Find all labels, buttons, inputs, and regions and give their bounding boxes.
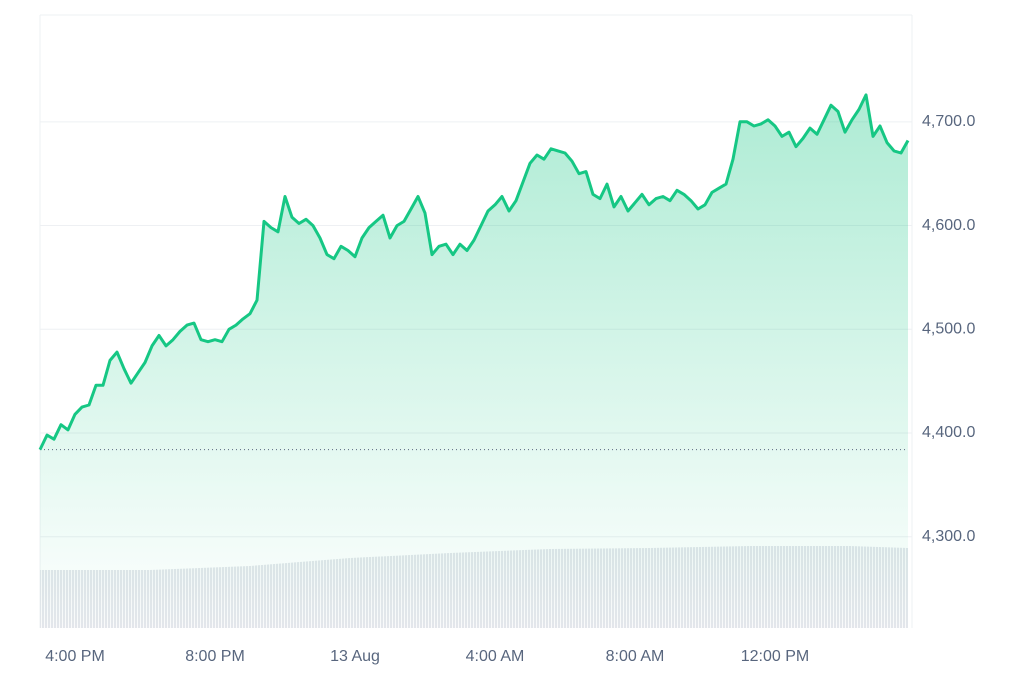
y-tick-label: 4,700.0 [922, 113, 975, 130]
x-tick-label: 4:00 PM [45, 648, 105, 665]
x-tick-label: 8:00 AM [606, 648, 665, 665]
x-tick-label: 13 Aug [330, 648, 380, 665]
y-tick-label: 4,300.0 [922, 528, 975, 545]
y-tick-label: 4,500.0 [922, 320, 975, 337]
x-tick-label: 12:00 PM [741, 648, 809, 665]
y-tick-label: 4,400.0 [922, 424, 975, 441]
price-area [40, 94, 908, 628]
price-line [38, 93, 910, 451]
x-tick-label: 4:00 AM [466, 648, 525, 665]
x-tick-label: 8:00 PM [185, 648, 245, 665]
y-tick-label: 4,600.0 [922, 217, 975, 234]
